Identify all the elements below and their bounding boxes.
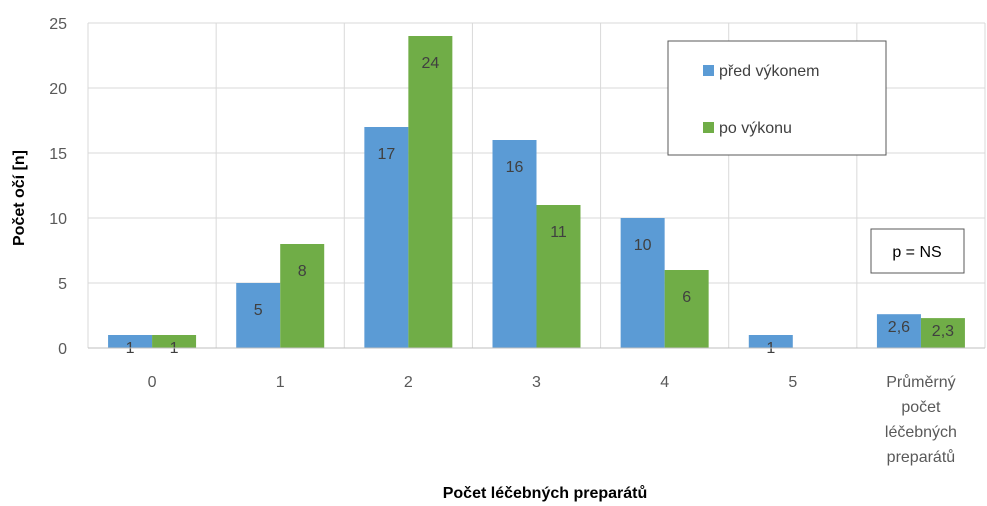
y-tick-label: 25 xyxy=(49,16,67,33)
p-value-text: p = NS xyxy=(892,244,941,261)
legend-swatch-po xyxy=(703,122,714,133)
bar xyxy=(236,283,281,348)
y-tick-label: 15 xyxy=(49,146,67,163)
bars xyxy=(108,36,965,348)
data-label: 17 xyxy=(377,146,395,163)
data-label: 24 xyxy=(421,55,439,72)
legend: před výkonem po výkonu xyxy=(667,40,887,156)
y-axis-title: Počet očí [n] xyxy=(11,150,28,246)
y-tick-label: 5 xyxy=(58,276,67,293)
x-axis-categories: 0 1 2 3 4 5 Průměrný počet léčebných preparátů xyxy=(148,373,957,466)
bar xyxy=(664,270,709,348)
data-label: 11 xyxy=(550,224,567,241)
bar xyxy=(920,318,965,348)
x-tick-label: 2 xyxy=(404,374,413,391)
data-label: 8 xyxy=(298,263,307,280)
bar xyxy=(492,140,537,348)
bar xyxy=(536,205,581,348)
x-tick-label: 0 xyxy=(148,374,157,391)
y-tick-label: 20 xyxy=(49,81,67,98)
x-axis-title: Počet léčebných preparátů xyxy=(443,485,648,502)
data-label: 6 xyxy=(682,289,691,306)
data-label: 16 xyxy=(506,159,524,176)
x-tick-label: 1 xyxy=(276,374,285,391)
bar xyxy=(876,314,921,348)
bar xyxy=(108,335,153,348)
p-value-frame xyxy=(870,228,965,274)
legend-box xyxy=(667,40,887,156)
bar xyxy=(280,244,325,348)
y-tick-label: 10 xyxy=(49,211,67,228)
y-tick-label: 0 xyxy=(58,341,67,358)
legend-label-pred: před výkonem xyxy=(719,63,820,80)
legend-label-po: po výkonu xyxy=(719,120,792,137)
data-label: 2,6 xyxy=(888,319,910,336)
bar xyxy=(152,335,197,348)
p-value-box: p = NS xyxy=(870,228,965,274)
data-label: 2,3 xyxy=(932,323,954,340)
bar xyxy=(620,218,665,348)
bar xyxy=(364,127,409,348)
x-tick-label: 3 xyxy=(532,374,541,391)
data-label: 10 xyxy=(634,237,652,254)
y-axis-ticks: 0 5 10 15 20 25 xyxy=(49,16,67,358)
x-tick-label: 5 xyxy=(788,374,797,391)
data-label: 5 xyxy=(254,302,263,319)
x-tick-label: 4 xyxy=(660,374,669,391)
legend-swatch-pred xyxy=(703,65,714,76)
x-tick-label: Průměrný počet léčebných preparátů xyxy=(885,373,957,466)
bar xyxy=(748,335,793,348)
bar xyxy=(408,36,453,348)
